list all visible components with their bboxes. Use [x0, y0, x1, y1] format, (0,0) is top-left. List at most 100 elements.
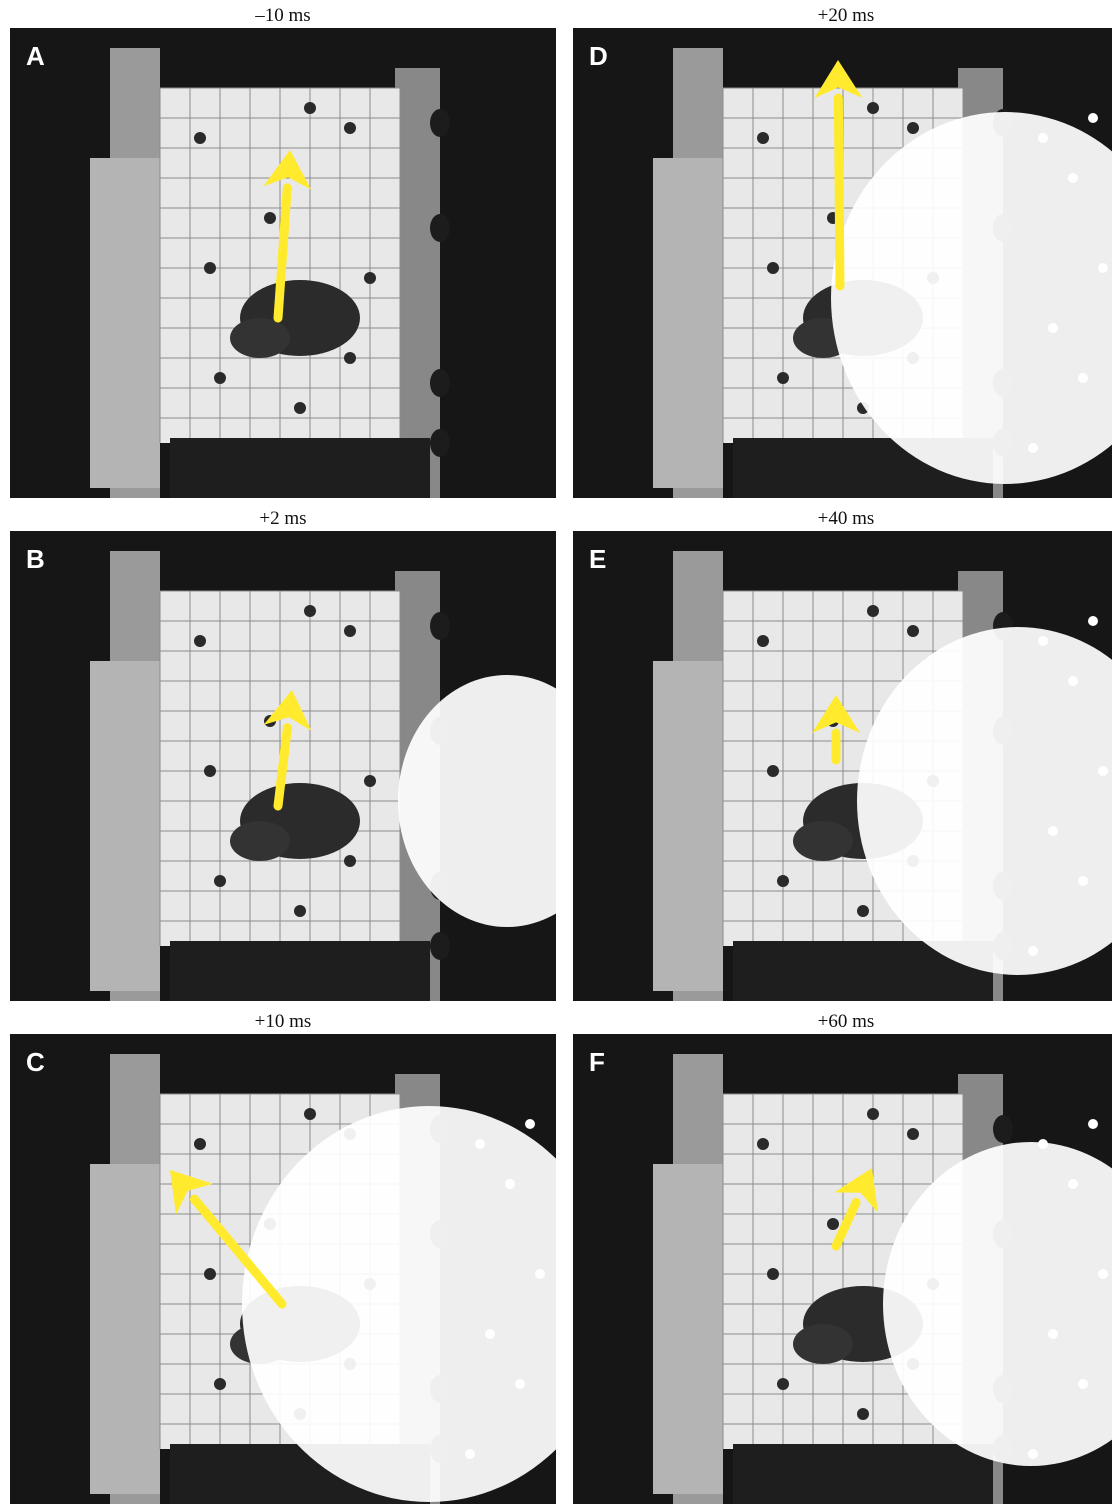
spark [1068, 676, 1078, 686]
panel-dot [757, 635, 769, 647]
left-bracket [90, 158, 160, 488]
arrow-shaft [831, 1198, 861, 1251]
spark [1038, 1139, 1048, 1149]
arrow-shaft [273, 183, 292, 323]
panel-dot [364, 775, 376, 787]
spark [1068, 173, 1078, 183]
bolt [430, 109, 450, 137]
arrow-head [263, 690, 312, 731]
panel-dot [867, 1108, 879, 1120]
arrow-head [170, 1170, 213, 1215]
left-bracket [653, 158, 723, 488]
spark [475, 1139, 485, 1149]
panel-dot [194, 132, 206, 144]
bright-plume [883, 1142, 1112, 1466]
spark [1038, 133, 1048, 143]
frame-a-letter: A [26, 41, 45, 71]
spark [515, 1379, 525, 1389]
bolt [993, 1115, 1013, 1143]
panel-dot [214, 1378, 226, 1390]
panel-dot [827, 1218, 839, 1230]
spark [535, 1269, 545, 1279]
spark [1088, 616, 1098, 626]
bright-plume [242, 1106, 556, 1502]
panel-dot [344, 855, 356, 867]
spark [1028, 443, 1038, 453]
panel-dot [214, 372, 226, 384]
right-rail [395, 68, 440, 498]
panel-dot [294, 905, 306, 917]
spark [1078, 1379, 1088, 1389]
spark [1078, 373, 1088, 383]
panel-dot [907, 122, 919, 134]
panel-dot [757, 132, 769, 144]
spark [1078, 876, 1088, 886]
panel-dot [204, 765, 216, 777]
spark [1048, 826, 1058, 836]
frame-d: D [573, 28, 1112, 498]
spark [1068, 1179, 1078, 1189]
bolt [430, 429, 450, 457]
left-bracket [90, 661, 160, 991]
panel-dot [194, 635, 206, 647]
spark [1098, 766, 1108, 776]
panel-dot [264, 212, 276, 224]
left-bracket [653, 661, 723, 991]
frame-d-letter: D [589, 41, 608, 71]
arrow-shaft [189, 1194, 287, 1309]
spark [505, 1179, 515, 1189]
spark [1048, 323, 1058, 333]
frame-c-image [10, 1034, 556, 1504]
arrow-head [263, 150, 312, 190]
damage-cluster [793, 821, 853, 861]
panel-dot [767, 765, 779, 777]
spark [1038, 636, 1048, 646]
panel-dot [294, 402, 306, 414]
frame-a-image [10, 28, 556, 498]
panel-dot [907, 625, 919, 637]
frame-b-letter: B [26, 544, 45, 574]
panel-dot [304, 1108, 316, 1120]
panel-dot [194, 1138, 206, 1150]
bottom-block [733, 1444, 993, 1504]
frame-e-image [573, 531, 1112, 1001]
damage-cluster [793, 1324, 853, 1364]
panel-dot [857, 905, 869, 917]
bright-plume [831, 112, 1112, 484]
caption-e: +40 ms [817, 508, 875, 529]
panel-dot [777, 372, 789, 384]
frame-f-letter: F [589, 1047, 605, 1077]
damage-cluster [230, 821, 290, 861]
spark [1098, 1269, 1108, 1279]
arrow-head [812, 695, 860, 733]
panel-dot [777, 1378, 789, 1390]
spark [1028, 946, 1038, 956]
frame-e-letter: E [589, 544, 607, 574]
panel-dot [204, 262, 216, 274]
bolt [430, 369, 450, 397]
panel-dot [214, 875, 226, 887]
frame-c-letter: C [26, 1047, 45, 1077]
panel-dot [344, 352, 356, 364]
caption-c: +10 ms [254, 1011, 312, 1032]
panel-dot [757, 1138, 769, 1150]
bottom-block [170, 438, 430, 498]
panel-dot [304, 605, 316, 617]
bright-plume [398, 675, 556, 927]
panel-dot [204, 1268, 216, 1280]
frame-b-image [10, 531, 556, 1001]
panel-dot [344, 625, 356, 637]
panel-dot [857, 1408, 869, 1420]
caption-f: +60 ms [817, 1011, 875, 1032]
spark [525, 1119, 535, 1129]
damage-cluster [230, 318, 290, 358]
bright-plume [857, 627, 1112, 975]
spark [485, 1329, 495, 1339]
caption-a: –10 ms [255, 5, 311, 26]
left-bracket [90, 1164, 160, 1494]
spark [1088, 113, 1098, 123]
spark [465, 1449, 475, 1459]
spark [1028, 1449, 1038, 1459]
panel-dot [767, 262, 779, 274]
frame-e: E [573, 531, 1112, 1001]
